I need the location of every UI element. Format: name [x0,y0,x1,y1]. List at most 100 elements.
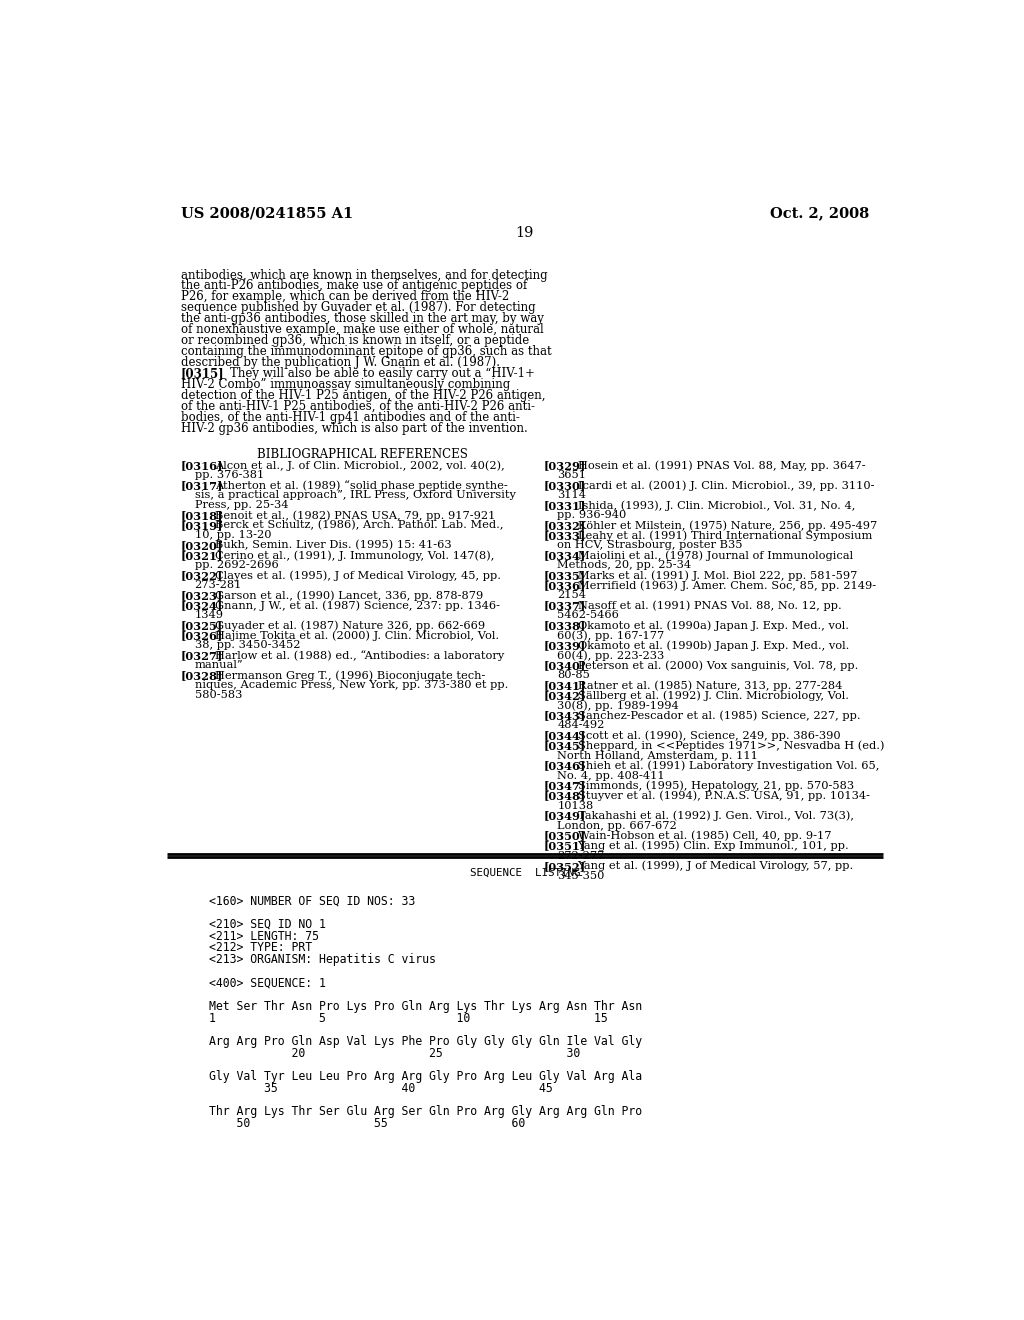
Text: Berck et Schultz, (1986), Arch. Pathol. Lab. Med.,: Berck et Schultz, (1986), Arch. Pathol. … [215,520,504,531]
Text: 1               5                   10                  15: 1 5 10 15 [209,1011,608,1024]
Text: containing the immunodominant epitope of gp36, such as that: containing the immunodominant epitope of… [180,345,551,358]
Text: [0351]: [0351] [544,841,586,851]
Text: BIBLIOGRAPHICAL REFERENCES: BIBLIOGRAPHICAL REFERENCES [257,447,468,461]
Text: [0316]: [0316] [180,461,223,471]
Text: [0326]: [0326] [180,631,223,642]
Text: Guyader et al. (1987) Nature 326, pp. 662-669: Guyader et al. (1987) Nature 326, pp. 66… [215,620,485,631]
Text: <213> ORGANISM: Hepatitis C virus: <213> ORGANISM: Hepatitis C virus [209,953,436,966]
Text: SEQUENCE  LISTING: SEQUENCE LISTING [470,867,580,878]
Text: [0335]: [0335] [544,570,586,581]
Text: [0336]: [0336] [544,581,586,591]
Text: 38, pp. 3450-3452: 38, pp. 3450-3452 [195,640,300,651]
Text: 80-85: 80-85 [557,671,590,680]
Text: [0338]: [0338] [544,620,586,631]
Text: Okamoto et al. (1990b) Japan J. Exp. Med., vol.: Okamoto et al. (1990b) Japan J. Exp. Med… [578,640,849,651]
Text: [0350]: [0350] [544,830,586,842]
Text: [0346]: [0346] [544,760,586,771]
Text: [0333]: [0333] [544,531,586,541]
Text: Thr Arg Lys Thr Ser Glu Arg Ser Gln Pro Arg Gly Arg Arg Gln Pro: Thr Arg Lys Thr Ser Glu Arg Ser Gln Pro … [209,1105,642,1118]
Text: Simmonds, (1995), Hepatology, 21, pp. 570-583: Simmonds, (1995), Hepatology, 21, pp. 57… [578,780,854,791]
Text: 10138: 10138 [557,800,594,810]
Text: the anti-P26 antibodies, make use of antigenic peptides of: the anti-P26 antibodies, make use of ant… [180,280,527,293]
Text: Shieh et al. (1991) Laboratory Investigation Vol. 65,: Shieh et al. (1991) Laboratory Investiga… [578,760,879,771]
Text: Ishida, (1993), J. Clin. Microbiol., Vol. 31, No. 4,: Ishida, (1993), J. Clin. Microbiol., Vol… [578,500,855,511]
Text: US 2008/0241855 A1: US 2008/0241855 A1 [180,206,353,220]
Text: [0347]: [0347] [544,780,586,792]
Text: the anti-gp36 antibodies, those skilled in the art may, by way: the anti-gp36 antibodies, those skilled … [180,313,544,325]
Text: [0352]: [0352] [544,861,586,871]
Text: sequence published by Guyader et al. (1987). For detecting: sequence published by Guyader et al. (19… [180,301,536,314]
Text: North Holland, Amsterdam, p. 111: North Holland, Amsterdam, p. 111 [557,751,758,760]
Text: Oct. 2, 2008: Oct. 2, 2008 [770,206,869,220]
Text: Sällberg et al. (1992) J. Clin. Microbiology, Vol.: Sällberg et al. (1992) J. Clin. Microbio… [578,690,849,701]
Text: Scott et al. (1990), Science, 249, pp. 386-390: Scott et al. (1990), Science, 249, pp. 3… [578,730,840,741]
Text: [0342]: [0342] [544,690,586,701]
Text: [0318]: [0318] [180,511,223,521]
Text: Köhler et Milstein, (1975) Nature, 256, pp. 495-497: Köhler et Milstein, (1975) Nature, 256, … [578,520,877,531]
Text: 60(3), pp. 167-177: 60(3), pp. 167-177 [557,631,665,642]
Text: [0343]: [0343] [544,710,586,722]
Text: [0321]: [0321] [180,550,223,561]
Text: Clayes et al. (1995), J of Medical Virology, 45, pp.: Clayes et al. (1995), J of Medical Virol… [215,570,501,581]
Text: 345-350: 345-350 [557,871,605,880]
Text: 2154: 2154 [557,590,587,601]
Text: London, pp. 667-672: London, pp. 667-672 [557,821,677,830]
Text: [0315]: [0315] [180,367,224,380]
Text: 35                  40                  45: 35 40 45 [209,1082,553,1094]
Text: Bukh, Semin. Liver Dis. (1995) 15: 41-63: Bukh, Semin. Liver Dis. (1995) 15: 41-63 [215,540,452,550]
Text: Hosein et al. (1991) PNAS Vol. 88, May, pp. 3647-: Hosein et al. (1991) PNAS Vol. 88, May, … [578,461,865,471]
Text: [0332]: [0332] [544,520,586,531]
Text: [0329]: [0329] [544,461,586,471]
Text: pp. 936-940: pp. 936-940 [557,511,627,520]
Text: No. 4, pp. 408-411: No. 4, pp. 408-411 [557,771,665,780]
Text: [0327]: [0327] [180,651,223,661]
Text: [0325]: [0325] [180,620,223,631]
Text: of the anti-HIV-1 P25 antibodies, of the anti-HIV-2 P26 anti-: of the anti-HIV-1 P25 antibodies, of the… [180,400,535,413]
Text: Sheppard, in <<Peptides 1971>>, Nesvadba H (ed.): Sheppard, in <<Peptides 1971>>, Nesvadba… [578,741,884,751]
Text: <210> SEQ ID NO 1: <210> SEQ ID NO 1 [209,917,327,931]
Text: Okamoto et al. (1990a) Japan J. Exp. Med., vol.: Okamoto et al. (1990a) Japan J. Exp. Med… [578,620,849,631]
Text: <211> LENGTH: 75: <211> LENGTH: 75 [209,929,319,942]
Text: [0345]: [0345] [544,741,586,751]
Text: [0323]: [0323] [180,590,223,602]
Text: Atherton et al. (1989) “solid phase peptide synthe-: Atherton et al. (1989) “solid phase pept… [215,480,508,491]
Text: [0324]: [0324] [180,601,223,611]
Text: Maiolini et al., (1978) Journal of Immunological: Maiolini et al., (1978) Journal of Immun… [578,550,853,561]
Text: Ratner et al. (1985) Nature, 313, pp. 277-284: Ratner et al. (1985) Nature, 313, pp. 27… [578,681,842,692]
Text: [0330]: [0330] [544,480,586,491]
Text: Icardi et al. (2001) J. Clin. Microbiol., 39, pp. 3110-: Icardi et al. (2001) J. Clin. Microbiol.… [578,480,874,491]
Text: [0322]: [0322] [180,570,223,581]
Text: [0349]: [0349] [544,810,586,821]
Text: Wain-Hobson et al. (1985) Cell, 40, pp. 9-17: Wain-Hobson et al. (1985) Cell, 40, pp. … [578,830,831,841]
Text: Yang et al. (1995) Clin. Exp Immunol., 101, pp.: Yang et al. (1995) Clin. Exp Immunol., 1… [578,841,849,851]
Text: 580-583: 580-583 [195,690,242,701]
Text: 10, pp. 13-20: 10, pp. 13-20 [195,531,271,540]
Text: Peterson et al. (2000) Vox sanguinis, Vol. 78, pp.: Peterson et al. (2000) Vox sanguinis, Vo… [578,660,858,671]
Text: [0340]: [0340] [544,660,586,672]
Text: [0337]: [0337] [544,601,586,611]
Text: [0317]: [0317] [180,480,223,491]
Text: Merrifield (1963) J. Amer. Chem. Soc, 85, pp. 2149-: Merrifield (1963) J. Amer. Chem. Soc, 85… [578,581,876,591]
Text: pp. 2692-2696: pp. 2692-2696 [195,560,279,570]
Text: on HCV, Strasbourg, poster B35: on HCV, Strasbourg, poster B35 [557,540,742,550]
Text: bodies, of the anti-HIV-1 gp41 antibodies and of the anti-: bodies, of the anti-HIV-1 gp41 antibodie… [180,411,519,424]
Text: 3114: 3114 [557,490,587,500]
Text: [0320]: [0320] [180,540,223,552]
Text: sis, a practical approach”, IRL Press, Oxford University: sis, a practical approach”, IRL Press, O… [195,490,515,500]
Text: described by the publication J W. Gnann et al. (1987).: described by the publication J W. Gnann … [180,356,500,370]
Text: [0339]: [0339] [544,640,586,651]
Text: <212> TYPE: PRT: <212> TYPE: PRT [209,941,312,954]
Text: Press, pp. 25-34: Press, pp. 25-34 [195,500,288,511]
Text: Leahy et al. (1991) Third International Symposium: Leahy et al. (1991) Third International … [578,531,871,541]
Text: Methods, 20, pp. 25-34: Methods, 20, pp. 25-34 [557,560,691,570]
Text: 19: 19 [516,226,534,240]
Text: P26, for example, which can be derived from the HIV-2: P26, for example, which can be derived f… [180,290,509,304]
Text: Met Ser Thr Asn Pro Lys Pro Gln Arg Lys Thr Lys Arg Asn Thr Asn: Met Ser Thr Asn Pro Lys Pro Gln Arg Lys … [209,999,642,1012]
Text: [0328]: [0328] [180,671,223,681]
Text: Harlow et al. (1988) ed., “Antibodies: a laboratory: Harlow et al. (1988) ed., “Antibodies: a… [215,651,504,661]
Text: Nasoff et al. (1991) PNAS Vol. 88, No. 12, pp.: Nasoff et al. (1991) PNAS Vol. 88, No. 1… [578,601,842,611]
Text: 3651: 3651 [557,470,587,480]
Text: HIV-2 gp36 antibodies, which is also part of the invention.: HIV-2 gp36 antibodies, which is also par… [180,421,527,434]
Text: Garson et al., (1990) Lancet, 336, pp. 878-879: Garson et al., (1990) Lancet, 336, pp. 8… [215,590,483,601]
Text: Yang et al. (1999), J of Medical Virology, 57, pp.: Yang et al. (1999), J of Medical Virolog… [578,861,854,871]
